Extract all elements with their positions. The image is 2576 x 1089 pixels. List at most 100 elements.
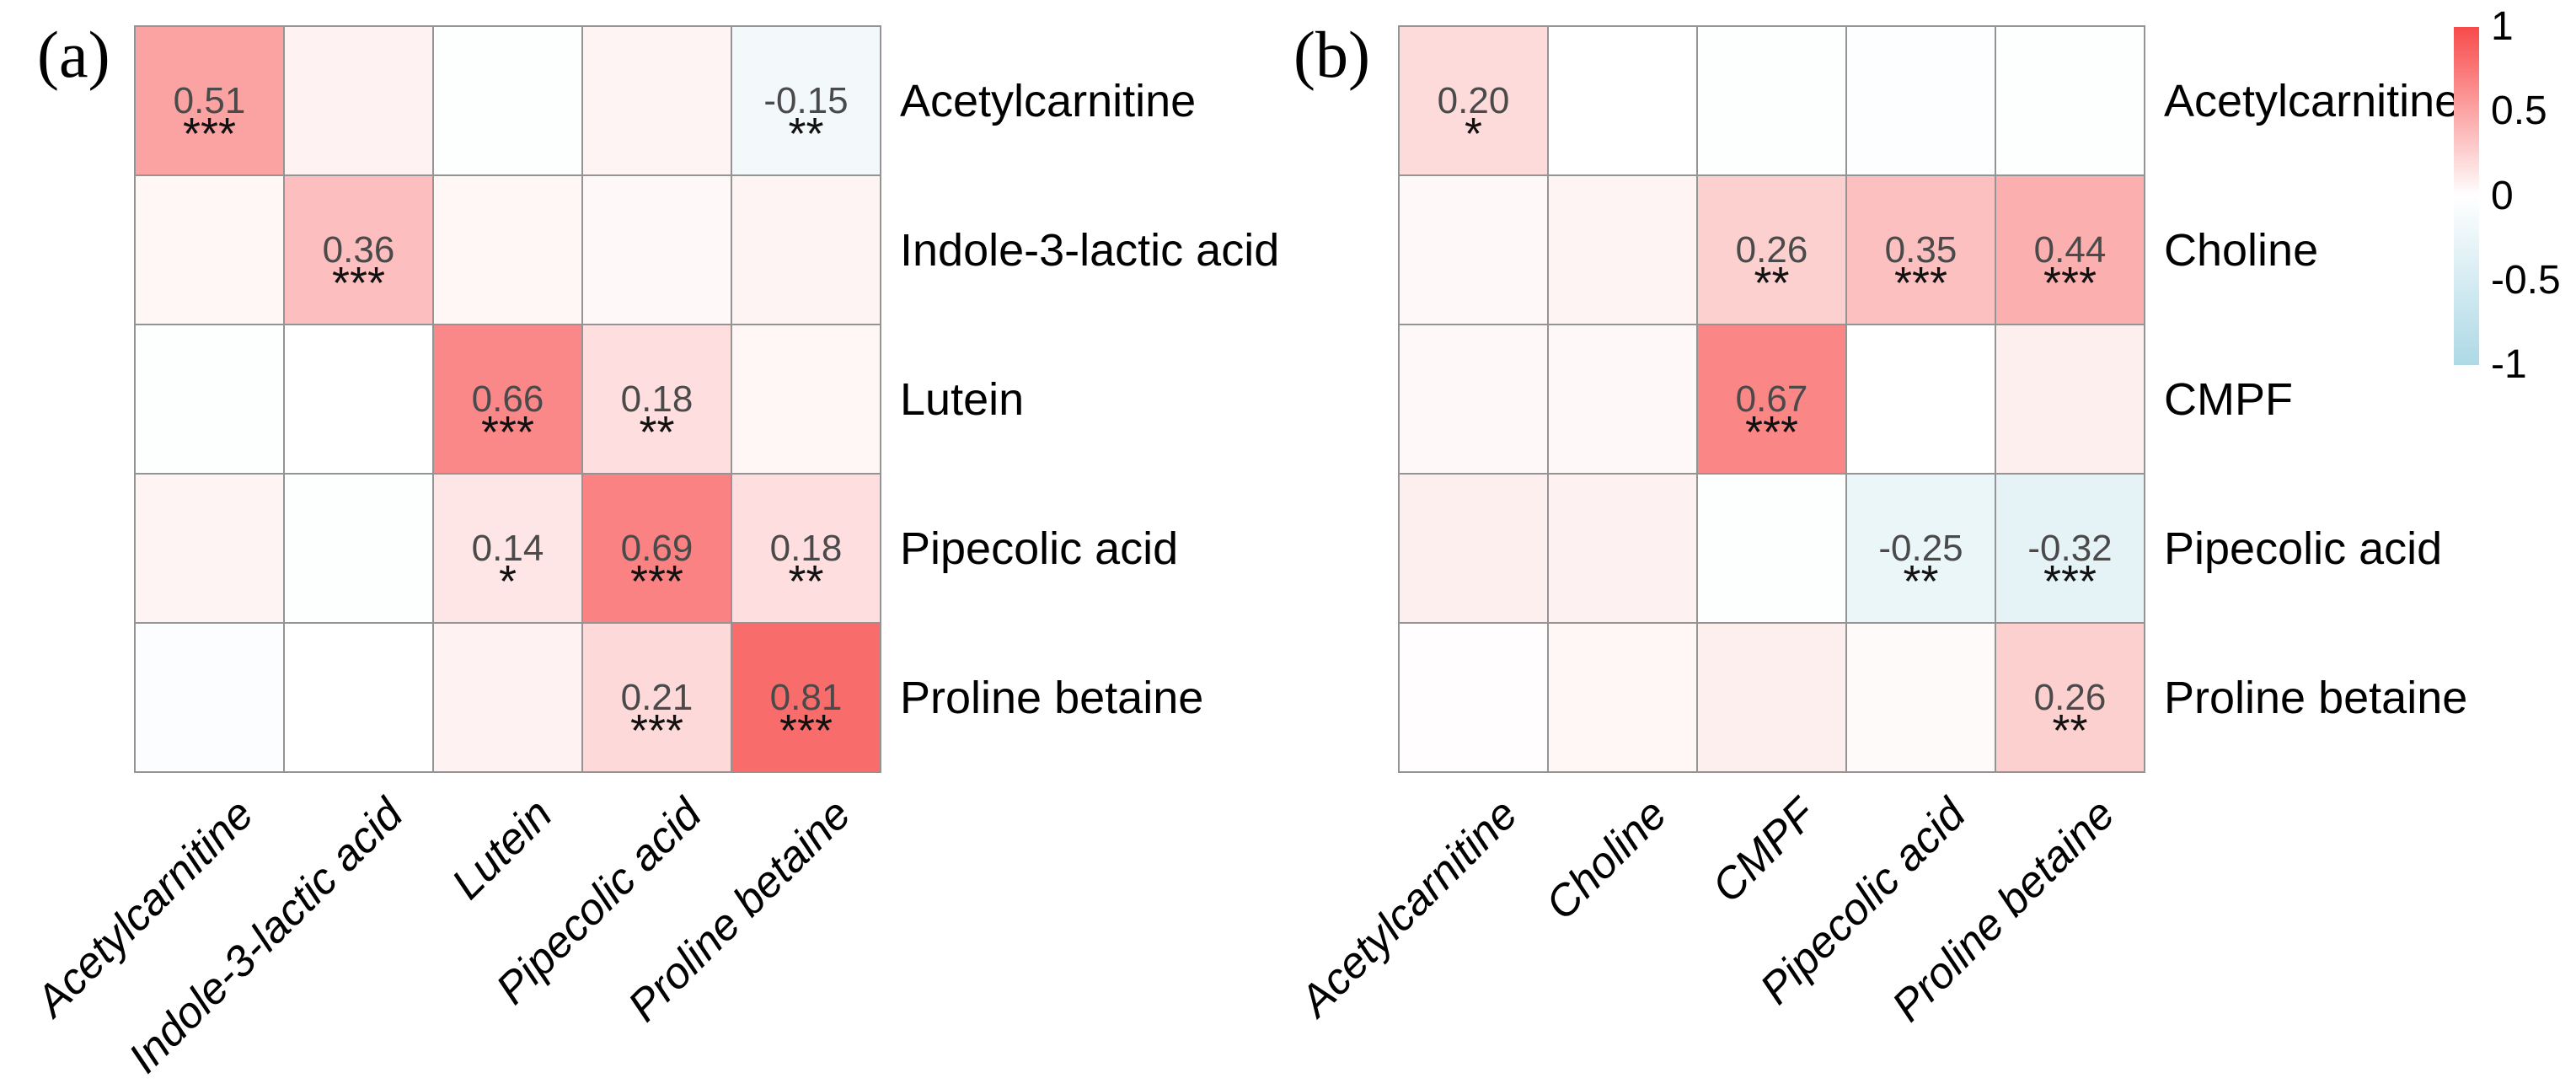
panel-b-tag: (b) bbox=[1293, 18, 1370, 91]
cell-significance-stars: *** bbox=[629, 705, 684, 756]
matrix-cell bbox=[583, 176, 731, 324]
cell-correlation-value: 0.66 bbox=[471, 378, 544, 420]
matrix-cell: 0.18 ** bbox=[732, 475, 880, 622]
y-axis-label: Pipecolic acid bbox=[2164, 523, 2443, 574]
matrix-cell bbox=[434, 176, 581, 324]
matrix-cell bbox=[434, 624, 581, 771]
cell-significance-stars: *** bbox=[2043, 257, 2097, 308]
cell-significance-stars: ** bbox=[788, 108, 824, 159]
matrix-cell bbox=[136, 624, 283, 771]
colorbar-tick: 0.5 bbox=[2491, 89, 2547, 134]
cell-correlation-value: -0.32 bbox=[2027, 527, 2113, 569]
y-axis-label: Acetylcarnitine bbox=[900, 75, 1197, 126]
cell-correlation-value: 0.18 bbox=[769, 527, 843, 569]
matrix-cell: 0.81 *** bbox=[732, 624, 880, 771]
y-axis-label: Indole-3-lactic acid bbox=[900, 224, 1280, 276]
cell-significance-stars: *** bbox=[331, 257, 386, 308]
cell-correlation-value: 0.67 bbox=[1735, 378, 1808, 420]
matrix-cell bbox=[1549, 624, 1696, 771]
x-axis-label: Indole-3-lactic acid bbox=[119, 789, 413, 1083]
matrix-cell: 0.35 *** bbox=[1847, 176, 1995, 324]
matrix-cell: 0.14 * bbox=[434, 475, 581, 622]
matrix-cell bbox=[285, 325, 432, 473]
y-axis-label: Proline betaine bbox=[900, 672, 1204, 723]
y-axis-label: Proline betaine bbox=[2164, 672, 2468, 723]
colorbar-gradient bbox=[2454, 27, 2479, 365]
matrix-cell: 0.36 *** bbox=[285, 176, 432, 324]
matrix-cell bbox=[136, 176, 283, 324]
matrix-cell bbox=[1996, 27, 2144, 174]
matrix-cell: 0.26 ** bbox=[1698, 176, 1845, 324]
matrix-cell bbox=[285, 624, 432, 771]
panel-a-tag: (a) bbox=[37, 18, 110, 91]
x-axis-label: Choline bbox=[1536, 789, 1677, 930]
x-axis-label: Acetylcarnitine bbox=[1291, 789, 1528, 1027]
x-axis-label: CMPF bbox=[1703, 789, 1826, 913]
matrix-cell bbox=[1400, 624, 1547, 771]
matrix-cell: 0.66 *** bbox=[434, 325, 581, 473]
matrix-cell: -0.32 *** bbox=[1996, 475, 2144, 622]
matrix-cell bbox=[1400, 325, 1547, 473]
cell-significance-stars: ** bbox=[1754, 257, 1790, 308]
colorbar-tick: 1 bbox=[2491, 4, 2514, 49]
cell-correlation-value: 0.44 bbox=[2033, 228, 2107, 271]
colorbar-tick: 0 bbox=[2491, 173, 2514, 218]
matrix-cell: 0.20 * bbox=[1400, 27, 1547, 174]
cell-significance-stars: ** bbox=[639, 406, 675, 458]
cell-correlation-value: 0.20 bbox=[1437, 79, 1510, 121]
cell-significance-stars: *** bbox=[629, 555, 684, 607]
cell-significance-stars: *** bbox=[1744, 406, 1799, 458]
cell-correlation-value: 0.21 bbox=[620, 676, 694, 718]
cell-significance-stars: ** bbox=[1903, 555, 1939, 607]
colorbar-tick: -1 bbox=[2491, 342, 2527, 387]
cell-significance-stars: ** bbox=[2052, 705, 2088, 756]
heatmap-grid-a: 0.51 *** -0.15 ** 0.36 *** 0.66 *** 0.18 ** 0.14 * 0… bbox=[134, 25, 881, 773]
cell-correlation-value: 0.26 bbox=[1735, 228, 1808, 271]
cell-significance-stars: *** bbox=[480, 406, 535, 458]
cell-correlation-value: 0.26 bbox=[2033, 676, 2107, 718]
cell-correlation-value: 0.35 bbox=[1884, 228, 1957, 271]
y-axis-label: Lutein bbox=[900, 373, 1025, 425]
matrix-cell bbox=[1847, 325, 1995, 473]
heatmap-grid-b: 0.20 * 0.26 ** 0.35 *** 0.44 *** 0.67 *** -0.25 ** -… bbox=[1398, 25, 2145, 773]
matrix-cell bbox=[285, 27, 432, 174]
matrix-cell bbox=[1549, 176, 1696, 324]
matrix-cell bbox=[1400, 176, 1547, 324]
matrix-cell bbox=[434, 27, 581, 174]
cell-correlation-value: 0.18 bbox=[620, 378, 694, 420]
matrix-cell bbox=[136, 325, 283, 473]
matrix-cell: 0.67 *** bbox=[1698, 325, 1845, 473]
matrix-cell bbox=[583, 27, 731, 174]
cell-correlation-value: 0.51 bbox=[173, 79, 246, 121]
y-axis-label: Choline bbox=[2164, 224, 2319, 276]
matrix-cell bbox=[1549, 325, 1696, 473]
cell-correlation-value: 0.36 bbox=[322, 228, 395, 271]
cell-significance-stars: *** bbox=[182, 108, 237, 159]
matrix-cell bbox=[732, 325, 880, 473]
cell-correlation-value: 0.69 bbox=[620, 527, 694, 569]
matrix-cell bbox=[1698, 27, 1845, 174]
cell-correlation-value: -0.25 bbox=[1878, 527, 1963, 569]
matrix-cell bbox=[1549, 475, 1696, 622]
cell-significance-stars: *** bbox=[2043, 555, 2097, 607]
matrix-cell: 0.21 *** bbox=[583, 624, 731, 771]
cell-correlation-value: 0.81 bbox=[769, 676, 843, 718]
matrix-cell bbox=[1996, 325, 2144, 473]
matrix-cell bbox=[1847, 624, 1995, 771]
matrix-cell bbox=[285, 475, 432, 622]
y-axis-label: Pipecolic acid bbox=[900, 523, 1179, 574]
matrix-cell bbox=[1698, 475, 1845, 622]
y-axis-label: Acetylcarnitine bbox=[2164, 75, 2461, 126]
y-axis-label: CMPF bbox=[2164, 373, 2293, 425]
matrix-cell bbox=[1400, 475, 1547, 622]
matrix-cell: -0.25 ** bbox=[1847, 475, 1995, 622]
cell-significance-stars: * bbox=[1464, 108, 1482, 159]
cell-significance-stars: ** bbox=[788, 555, 824, 607]
cell-significance-stars: *** bbox=[779, 705, 833, 756]
matrix-cell: 0.18 ** bbox=[583, 325, 731, 473]
matrix-cell bbox=[1847, 27, 1995, 174]
cell-correlation-value: 0.14 bbox=[471, 527, 544, 569]
matrix-cell: 0.26 ** bbox=[1996, 624, 2144, 771]
colorbar-tick: -0.5 bbox=[2491, 257, 2561, 303]
matrix-cell bbox=[732, 176, 880, 324]
